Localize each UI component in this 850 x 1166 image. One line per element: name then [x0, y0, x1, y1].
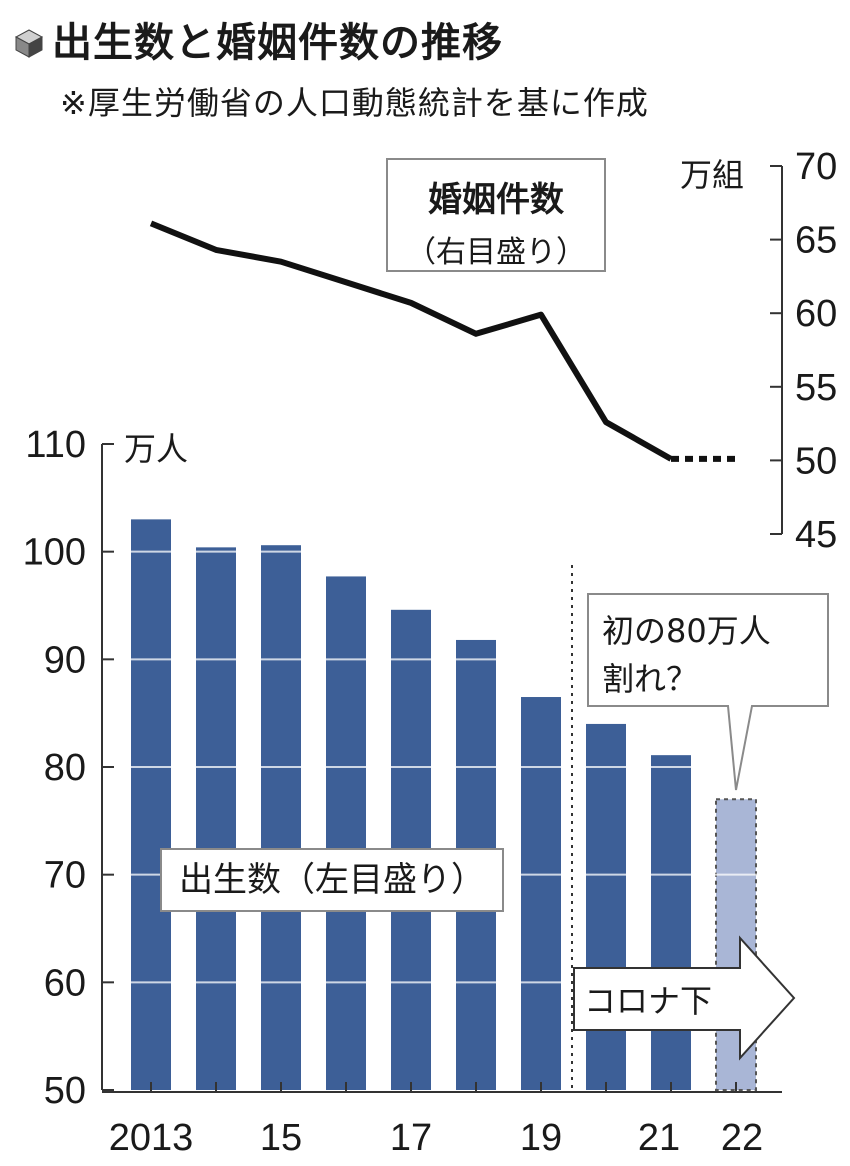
births-legend-label: 出生数（左目盛り） [179, 860, 485, 900]
x-tick-label-22: 22 [721, 1117, 763, 1159]
births-bar-2013 [131, 519, 171, 1090]
left-tick-label-80: 80 [44, 747, 86, 789]
chart-title: 出生数と婚姻件数の推移 [52, 20, 503, 66]
corona-label: コロナ下 [584, 982, 712, 1020]
births-legend-box: 出生数（左目盛り） [160, 848, 504, 912]
cube-icon [14, 29, 44, 58]
right-tick-label-45: 45 [795, 514, 837, 556]
births-bar-2019 [521, 697, 561, 1090]
x-axis: 2013 15 17 19 21 22 [102, 1082, 782, 1159]
left-tick-label-50: 50 [44, 1070, 86, 1112]
births-bar-2022 [715, 798, 757, 1091]
marriage-line [149, 220, 736, 462]
chart-subtitle: ※厚生労働省の人口動態統計を基に作成 [60, 84, 649, 122]
marriage-legend-note: （右目盛り） [406, 235, 586, 270]
left-tick-label-100: 100 [23, 532, 86, 574]
x-tick-label-19: 19 [520, 1117, 562, 1159]
marriage-line-solid [149, 220, 673, 462]
right-tick-label-55: 55 [795, 367, 837, 409]
right-tick-label-65: 65 [795, 220, 837, 262]
marriage-legend-label: 婚姻件数 [428, 180, 564, 220]
births-bar-2021 [651, 755, 691, 1090]
x-tick-label-21: 21 [638, 1117, 680, 1159]
births-bar-2014 [196, 547, 236, 1090]
corona-arrow: コロナ下 [573, 935, 796, 1061]
left-y-axis: 50 60 70 80 90 100 110 [23, 424, 114, 1112]
callout-bubble: 初の80万人 割れ？ [587, 593, 829, 791]
left-tick-label-110: 110 [25, 424, 86, 466]
births-bar-2016 [326, 576, 366, 1090]
left-tick-label-60: 60 [44, 962, 86, 1004]
births-bar-2015 [261, 545, 301, 1090]
right-tick-label-50: 50 [795, 440, 837, 482]
right-tick-label-70: 70 [795, 146, 837, 188]
left-tick-label-70: 70 [44, 855, 86, 897]
right-y-axis: 45 50 55 60 65 70 [770, 146, 837, 556]
left-tick-label-90: 90 [44, 639, 86, 681]
x-tick-label-2013: 2013 [109, 1117, 194, 1159]
x-tick-label-15: 15 [260, 1117, 302, 1159]
callout-line-2: 割れ？ [602, 660, 698, 698]
right-axis-unit: 万組 [680, 156, 745, 194]
marriage-legend-box: 婚姻件数 （右目盛り） [386, 158, 606, 272]
callout-line-1: 初の80万人 [602, 612, 771, 650]
right-tick-label-60: 60 [795, 293, 837, 335]
x-tick-label-17: 17 [390, 1117, 432, 1159]
left-axis-unit: 万人 [124, 430, 189, 468]
births-bar-2020 [586, 723, 626, 1090]
